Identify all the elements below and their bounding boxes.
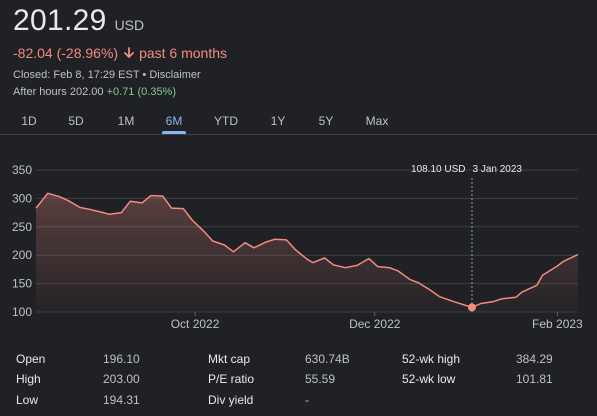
- arrow-down-icon: [124, 47, 134, 58]
- hover-point: [467, 303, 476, 312]
- tabs-divider: [0, 134, 597, 135]
- closed-info: Closed: Feb 8, 17:29 EST • Disclaimer: [13, 69, 201, 81]
- y-tick-label: 200: [12, 248, 32, 262]
- stat-label: High: [16, 372, 41, 386]
- x-tick-label: Oct 2022: [171, 317, 220, 331]
- stat-label: Open: [16, 352, 46, 366]
- current-price: 201.29: [13, 4, 107, 37]
- closed-text: Closed: Feb 8, 17:29 EST: [13, 69, 140, 81]
- change-period: past 6 months: [139, 45, 227, 61]
- x-tick-label: Dec 2022: [349, 317, 401, 331]
- price-area: [36, 193, 578, 312]
- price-header: 201.29 USD: [13, 4, 144, 38]
- stat-value: 203.00: [103, 372, 140, 386]
- stat-value: 101.81: [516, 372, 553, 386]
- tab-max[interactable]: Max: [365, 114, 389, 128]
- tab-6m[interactable]: 6M: [160, 112, 188, 134]
- stat-value: 384.29: [516, 352, 553, 366]
- tooltip-date: 3 Jan 2023: [472, 164, 522, 175]
- tab-1d[interactable]: 1D: [21, 114, 37, 128]
- tab-ytd[interactable]: YTD: [214, 114, 238, 128]
- tab-5d[interactable]: 5D: [68, 114, 84, 128]
- meta-separator: •: [139, 69, 150, 81]
- stat-label: Div yield: [208, 393, 254, 407]
- after-hours-price: 202.00: [69, 86, 104, 98]
- y-tick-label: 100: [12, 305, 32, 319]
- stat-value: 194.31: [103, 393, 140, 407]
- y-tick-label: 250: [12, 220, 32, 234]
- after-hours-label: After hours: [13, 86, 67, 98]
- tab-1y[interactable]: 1Y: [270, 114, 286, 128]
- x-tick-label: Feb 2023: [532, 317, 583, 331]
- after-hours-info: After hours 202.00 +0.71 (0.35%): [13, 86, 176, 98]
- stat-value: 630.74B: [305, 352, 350, 366]
- currency-label: USD: [114, 17, 145, 33]
- stat-label: P/E ratio: [208, 372, 255, 386]
- price-chart[interactable]: 350 300 250 200 150 100 Oct 2022 Dec 2022 Feb 2…: [0, 150, 597, 340]
- tab-1m[interactable]: 1M: [117, 114, 135, 128]
- y-tick-label: 300: [12, 191, 32, 205]
- price-line: [35, 192, 579, 309]
- stat-label: Mkt cap: [208, 352, 251, 366]
- stat-value: 55.59: [305, 372, 336, 386]
- stat-label: 52-wk high: [402, 352, 461, 366]
- y-tick-label: 150: [12, 277, 32, 291]
- chart-tooltip: 108.10 USD 3 Jan 2023: [411, 164, 522, 175]
- stat-value: 196.10: [103, 352, 140, 366]
- tab-5y[interactable]: 5Y: [318, 114, 334, 128]
- stats-table: Open 196.10 High 203.00 Low 194.31 Mkt cap 630.…: [0, 346, 597, 416]
- y-tick-label: 350: [12, 163, 32, 177]
- stat-label: 52-wk low: [402, 372, 456, 386]
- disclaimer-link[interactable]: Disclaimer: [149, 69, 201, 81]
- stat-value: -: [305, 393, 309, 407]
- stat-label: Low: [16, 393, 39, 407]
- range-tabs: 1D 5D 1M 6M YTD 1Y 5Y Max: [0, 112, 597, 134]
- tooltip-price: 108.10 USD: [411, 164, 466, 175]
- price-change: -82.04 (-28.96%) past 6 months: [13, 45, 227, 61]
- after-hours-change: +0.71 (0.35%): [106, 86, 176, 98]
- change-value: -82.04 (-28.96%): [13, 45, 119, 61]
